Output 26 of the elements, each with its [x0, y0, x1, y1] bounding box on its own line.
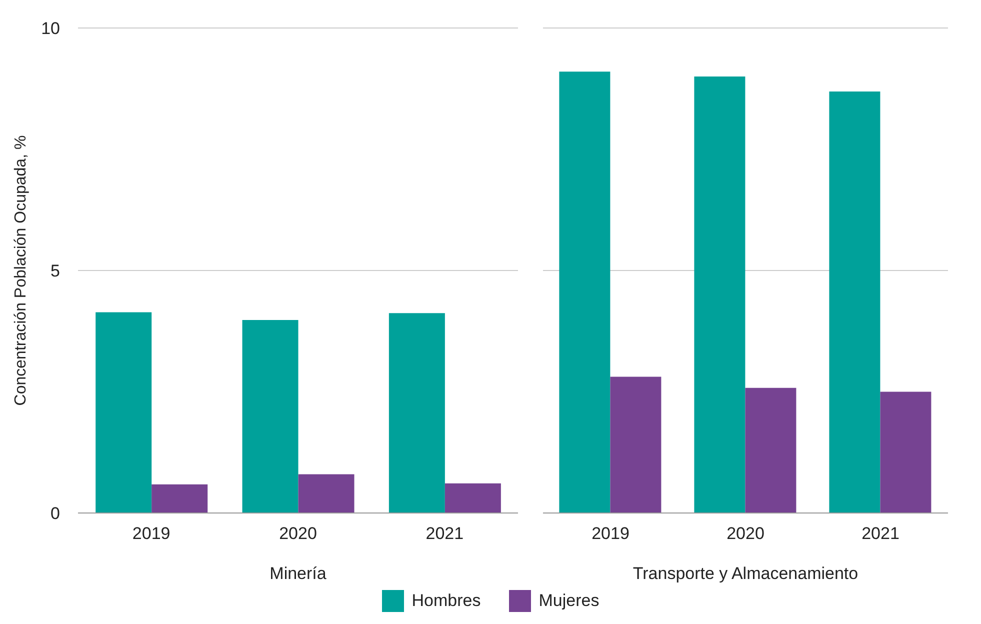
- legend-label: Hombres: [412, 591, 481, 611]
- bar: [745, 388, 796, 513]
- bar: [388, 313, 445, 513]
- x-tick-label: 2021: [862, 524, 900, 544]
- bar: [610, 376, 662, 513]
- bar: [694, 76, 746, 513]
- bar: [444, 483, 501, 513]
- bar: [242, 320, 298, 513]
- bar: [152, 484, 208, 513]
- bar: [829, 92, 880, 513]
- x-tick-label: 2020: [279, 524, 317, 544]
- bar: [559, 72, 610, 513]
- x-axis-title: Minería: [270, 564, 327, 583]
- legend-label: Mujeres: [538, 591, 600, 611]
- x-axis-title: Transporte y Almacenamiento: [632, 564, 858, 583]
- y-tick-label: 10: [41, 19, 60, 38]
- x-tick-label: 2019: [592, 524, 630, 544]
- bar: [880, 392, 932, 513]
- x-tick-label: 2021: [426, 524, 464, 544]
- y-tick-label: 5: [50, 262, 60, 281]
- y-axis-title: Concentración Población Ocupada, %: [12, 135, 30, 406]
- x-tick-label: 2020: [726, 524, 764, 544]
- x-tick-label: 2019: [132, 524, 170, 544]
- bar: [96, 312, 152, 513]
- bar: [298, 474, 354, 513]
- y-tick-label: 0: [50, 504, 60, 524]
